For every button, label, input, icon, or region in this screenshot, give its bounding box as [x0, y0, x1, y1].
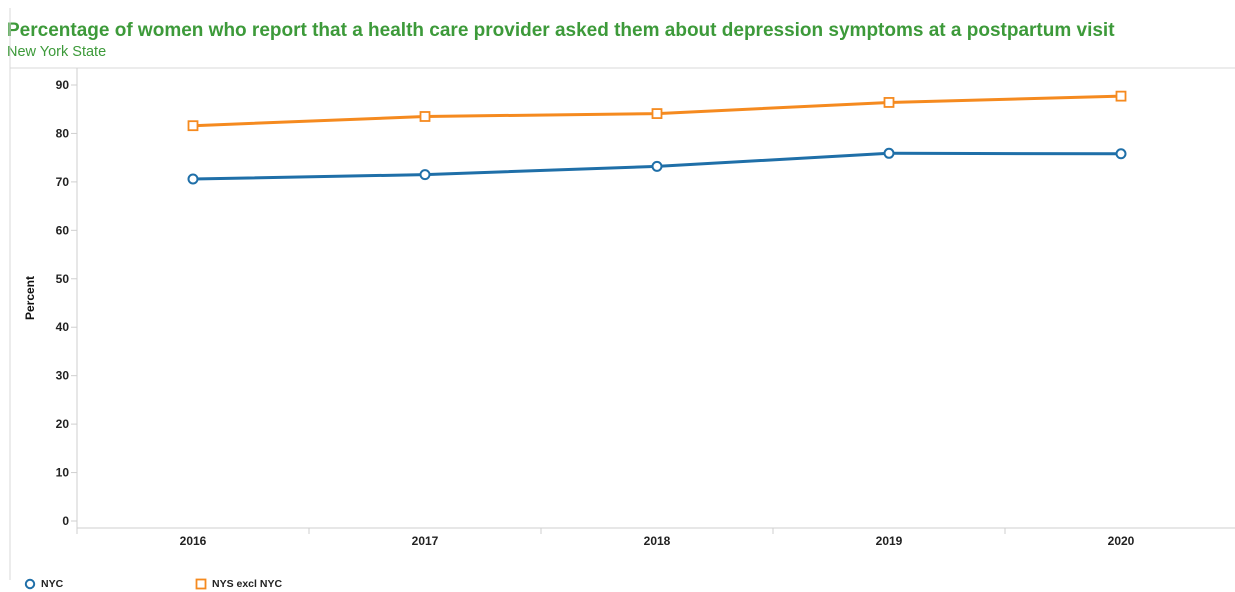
data-point-marker — [883, 147, 895, 159]
y-tick-label: 80 — [56, 126, 70, 140]
data-point-marker — [419, 169, 431, 181]
data-point-marker — [187, 173, 199, 185]
y-tick-label: 50 — [56, 272, 70, 286]
data-point-marker — [883, 97, 895, 108]
y-tick-label: 0 — [62, 514, 69, 528]
legend-circle-icon — [24, 578, 36, 590]
legend-item-nys-excl-nyc: NYS excl NYC — [195, 578, 282, 590]
legend-label-nyc: NYC — [41, 578, 64, 590]
data-point-marker — [1115, 90, 1127, 102]
chart-subtitle: New York State — [7, 44, 107, 60]
y-axis-label: Percent — [23, 276, 37, 320]
y-tick-label: 30 — [56, 369, 70, 383]
y-tick-label: 70 — [56, 175, 70, 189]
y-tick-label: 90 — [56, 78, 70, 92]
y-tick-label: 60 — [56, 223, 70, 237]
data-point-marker — [651, 160, 663, 172]
chart-title: Percentage of women who report that a he… — [7, 20, 1115, 41]
y-ticks: 0 10 20 30 40 50 60 70 80 90 — [56, 78, 77, 528]
legend-item-nyc: NYC — [24, 578, 63, 590]
x-tick-label: 2020 — [1108, 534, 1135, 548]
x-tick-label: 2017 — [412, 534, 439, 548]
data-point-marker — [1115, 148, 1127, 160]
y-tick-label: 10 — [56, 466, 70, 480]
y-tick-label: 40 — [56, 320, 70, 334]
legend-square-icon — [195, 578, 207, 590]
data-point-marker — [651, 108, 663, 119]
x-tick-label: 2018 — [644, 534, 671, 548]
y-tick-label: 20 — [56, 417, 70, 431]
legend-label-nys-excl-nyc: NYS excl NYC — [212, 578, 283, 590]
data-point-marker — [187, 120, 199, 132]
x-tick-label: 2019 — [876, 534, 903, 548]
x-ticks: 2016 2017 2018 2019 2020 — [76, 528, 1135, 548]
data-point-marker — [419, 111, 431, 122]
x-tick-label: 2016 — [180, 534, 207, 548]
series-group — [187, 90, 1127, 185]
